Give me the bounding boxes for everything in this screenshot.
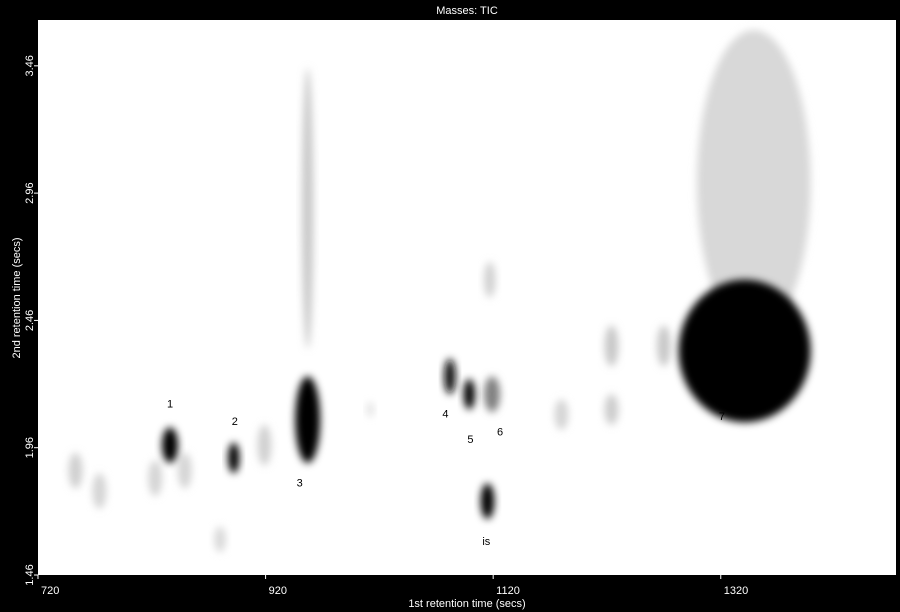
peak <box>295 376 321 463</box>
peak-label: 7 <box>719 411 725 423</box>
peak-label: 6 <box>497 426 503 438</box>
peak <box>480 483 495 519</box>
peak <box>657 325 671 367</box>
peak <box>68 452 83 489</box>
peak-label: 5 <box>467 434 473 446</box>
peak <box>162 427 178 463</box>
peak <box>92 473 107 509</box>
peak <box>148 460 163 497</box>
peak <box>302 68 314 349</box>
y-tick-label: 2.46 <box>24 310 36 331</box>
y-tick-label: 1.46 <box>24 564 36 585</box>
peak <box>604 394 619 425</box>
chart-title: Masses: TIC <box>436 5 498 17</box>
peak <box>463 378 475 410</box>
x-tick-label: 720 <box>41 585 59 597</box>
x-tick-label: 1120 <box>496 585 520 597</box>
peak <box>484 261 496 298</box>
x-tick-label: 1320 <box>724 585 748 597</box>
peak-label: 4 <box>442 409 448 421</box>
peak <box>214 526 226 553</box>
peak-label: 1 <box>167 398 173 410</box>
peak <box>696 30 811 336</box>
y-tick-label: 2.96 <box>24 182 36 203</box>
peak <box>484 376 500 413</box>
peak-label: 3 <box>297 477 303 489</box>
peak <box>444 358 456 395</box>
x-tick-label: 920 <box>269 585 287 597</box>
peak <box>257 424 272 466</box>
peak-label: is <box>482 536 490 548</box>
peak-label: 2 <box>232 416 238 428</box>
y-axis-label: 2nd retention time (secs) <box>11 237 23 358</box>
x-axis-label: 1st retention time (secs) <box>408 598 525 610</box>
peak <box>228 442 240 474</box>
peak <box>366 401 374 418</box>
peak <box>678 279 811 423</box>
peak <box>177 452 192 489</box>
peak <box>604 325 619 367</box>
y-tick-label: 1.96 <box>24 437 36 458</box>
y-tick-label: 3.46 <box>24 55 36 76</box>
peak <box>554 399 569 430</box>
